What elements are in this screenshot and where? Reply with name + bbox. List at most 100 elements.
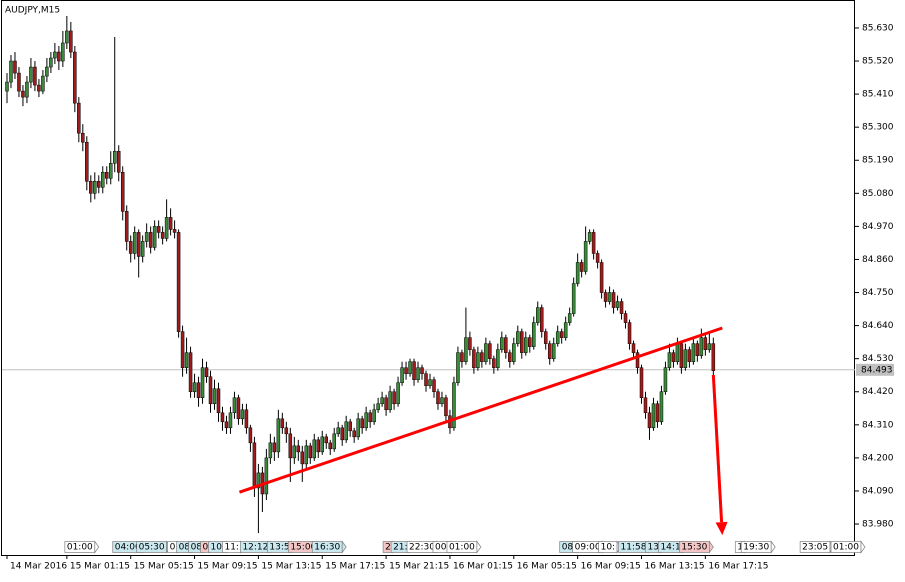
candle-body [420,367,424,374]
candle-body [332,433,336,450]
candle-body [188,352,193,392]
x-tick-label: 14 Mar 2016 [10,562,67,572]
candle-body [392,391,396,405]
candle-body [5,81,9,92]
current-price-box [856,363,894,376]
candle-body [108,163,113,179]
y-tick-label: 85.190 [862,156,894,166]
candle-body [9,60,13,83]
candle-body [667,352,672,368]
candle-body [559,331,564,338]
candle-body [352,430,356,438]
candle-body [539,307,544,332]
candle-body [228,412,233,429]
x-tick-label: 15 Mar 17:15 [325,562,385,572]
event-marker-tip [341,540,347,554]
candle-body [37,84,41,92]
candle-body [368,412,372,423]
candle-body [204,367,209,377]
candle-body [288,433,293,459]
event-marker-label: 01:00 [833,543,859,553]
event-marker-label: 15:30 [681,543,707,553]
candle-body [236,397,241,420]
event-marker-label: 10: [601,543,615,553]
candle-body [460,352,464,362]
event-marker-label: 0 [203,543,209,553]
x-tick-label: 15 Mar 13:15 [261,562,321,572]
y-tick-label: 85.080 [862,189,894,199]
y-tick-label: 84.860 [862,255,894,265]
candle-body [563,322,568,338]
candle-body [224,421,229,429]
candle-body [140,241,145,257]
candle-body [128,241,133,254]
candle-body [528,337,532,347]
event-marker-label: 22:30 [409,543,435,553]
candle-body [647,412,652,429]
event-marker-label: 13 [647,543,658,553]
candle-body [220,412,225,423]
candle-body [272,442,277,453]
candle-body [324,436,328,444]
candle-body [252,442,257,489]
y-tick-label: 84.640 [862,321,894,331]
x-tick-label: 15 Mar 05:15 [134,562,194,572]
event-marker: 05:30 [136,540,172,554]
candle-body [607,292,612,302]
candle-body [396,382,400,405]
event-marker-tip [860,540,866,554]
candle-body [120,172,125,212]
candle-body [256,472,261,489]
candle-body [105,172,109,179]
candle-body [61,42,65,62]
event-marker-tip [770,540,776,554]
event-marker: 23:05 [799,540,835,554]
candle-body [591,232,596,254]
arrow-head [715,521,728,536]
candle-body [476,352,480,368]
candle-body [176,232,181,332]
candle-body [440,397,444,405]
candle-body [595,253,600,263]
candle-body [500,337,504,350]
event-marker-label: 1 [737,543,743,553]
candle-body [524,337,528,353]
candle-body [384,397,388,411]
x-tick-label: 15 Mar 01:15 [70,562,130,572]
x-tick-label: 16 Mar 05:15 [517,562,577,572]
candle-body [132,232,137,254]
candle-body [65,30,69,44]
candle-body [21,90,25,98]
y-tick-label: 85.630 [862,23,894,33]
candle-body [53,51,57,59]
candle-body [611,292,616,308]
candle-body [615,301,620,308]
event-marker-label: 08 [191,543,203,553]
candle-body [216,388,221,414]
candle-body [516,331,520,344]
candle-body [304,445,309,465]
arrow-shaft [711,374,724,523]
y-tick-label: 84.090 [862,486,894,496]
event-marker-label: 15:00 [290,543,316,553]
candle-body [208,376,213,405]
candle-body [200,367,205,399]
candle-body [436,391,440,405]
candle-body [488,343,492,359]
candle-body [244,409,249,429]
candle-body [703,337,708,350]
event-marker-label: 21: [393,543,407,553]
candle-body [328,442,332,450]
candle-body [571,283,576,314]
candle-body [316,439,321,453]
candle-body [707,343,712,350]
candle-body [292,445,297,459]
candle-body [587,232,592,242]
candle-body [444,397,448,417]
candle-body [683,349,688,368]
candle-body [424,373,428,386]
event-marker-label: 16:30 [314,543,340,553]
candle-body [296,445,301,453]
trend-line [238,326,723,494]
